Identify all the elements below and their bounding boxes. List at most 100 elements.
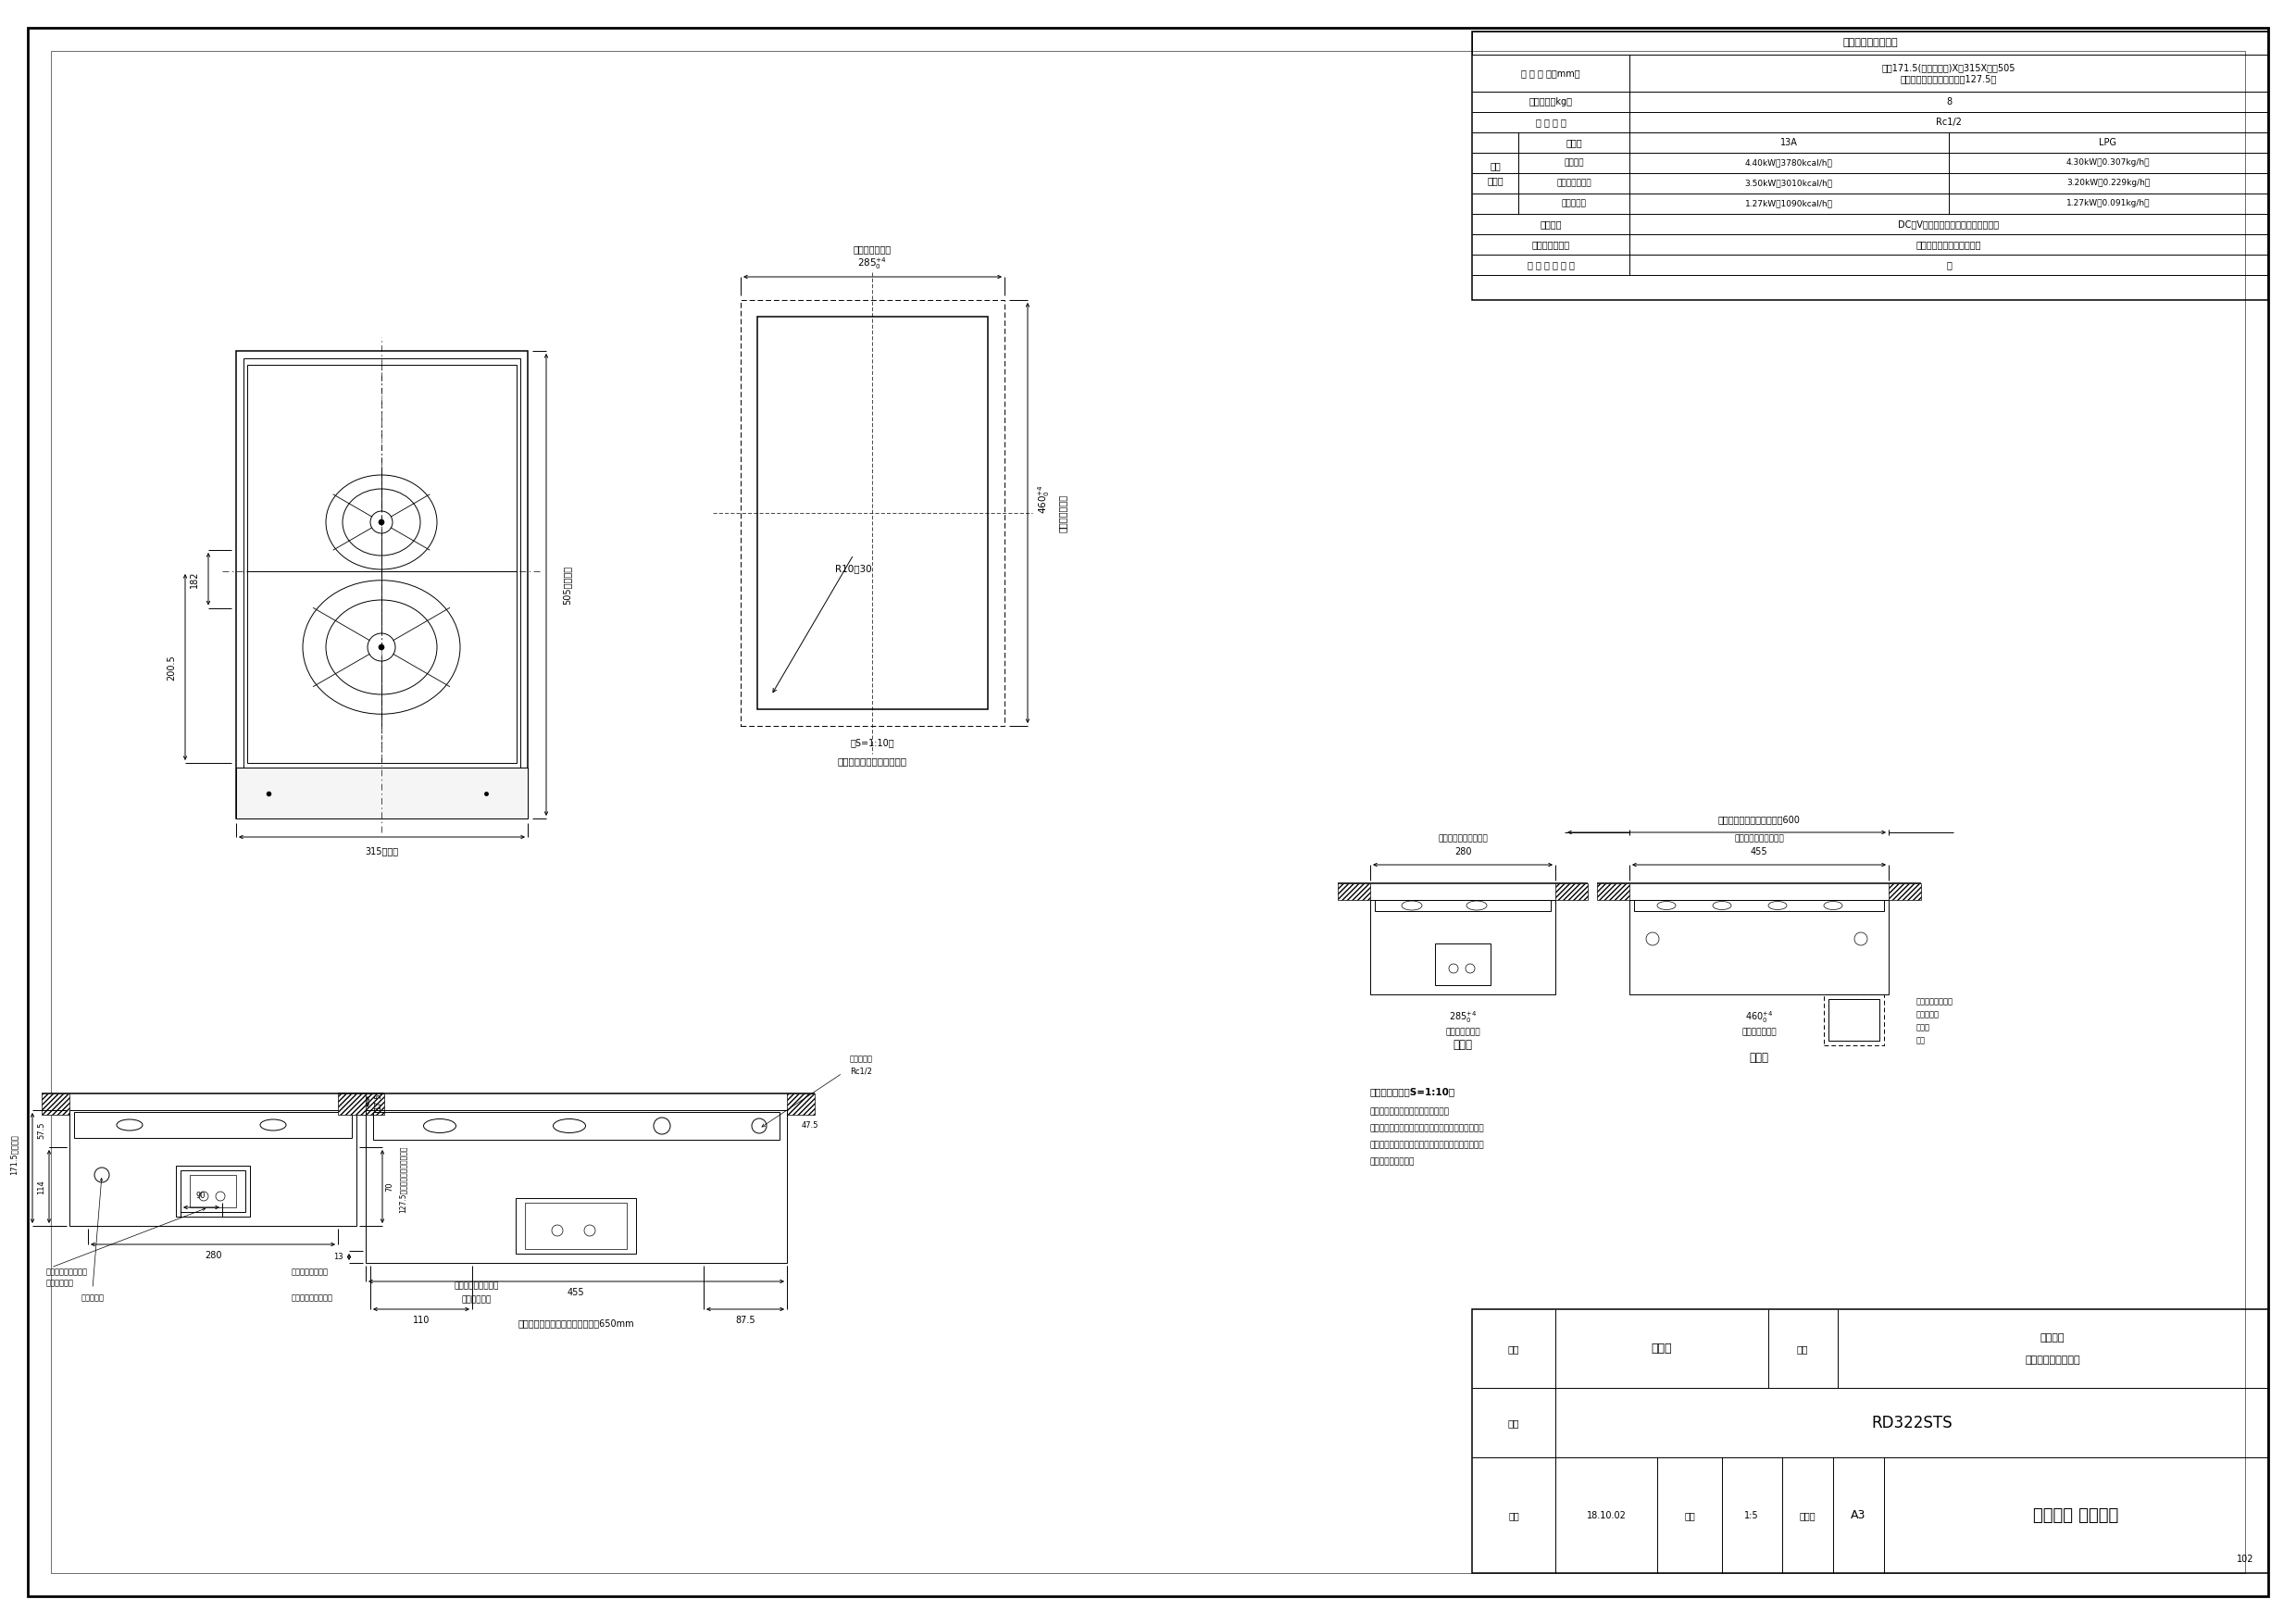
Text: 仕　　　様　　　表: 仕 様 表	[1841, 37, 1899, 47]
Text: 87.5: 87.5	[735, 1315, 755, 1325]
Text: サイズ: サイズ	[1800, 1510, 1816, 1520]
Bar	[1828, 999, 1880, 1041]
Text: 電池ケースハーネス: 電池ケースハーネス	[455, 1281, 498, 1289]
Bar	[1635, 900, 1885, 911]
Text: 8: 8	[1947, 97, 1952, 107]
Bar	[191, 1174, 236, 1207]
Text: 取付けも可。その際、電池ケース補助板も取外: 取付けも可。その際、電池ケース補助板も取外	[1371, 1142, 1486, 1150]
Text: 強火カバーナー: 強火カバーナー	[1557, 179, 1591, 187]
Text: ガス接続口: ガス接続口	[850, 1056, 872, 1064]
Bar	[1371, 900, 1554, 994]
Text: ステンレストッププレート: ステンレストッププレート	[1917, 240, 1981, 248]
Text: ワークトップ奥行寸法最小600: ワークトップ奥行寸法最小600	[1717, 815, 1800, 823]
Text: ガス接続口: ガス接続口	[80, 1294, 103, 1302]
Bar	[248, 365, 517, 763]
Text: （S=1:10）: （S=1:10）	[850, 737, 893, 747]
Text: 名称: 名称	[1508, 1345, 1520, 1354]
Text: LPG: LPG	[2099, 138, 2117, 148]
Text: 13A: 13A	[1779, 138, 1798, 148]
Text: 1.27kW（1090kcal/h）: 1.27kW（1090kcal/h）	[1745, 200, 1832, 208]
Text: （カット寸法）: （カット寸法）	[1058, 494, 1068, 533]
Text: $285^{+4}_{0}$: $285^{+4}_{0}$	[856, 257, 886, 271]
Bar	[236, 351, 528, 818]
Text: （カット寸法）: （カット寸法）	[854, 245, 891, 253]
Text: 引き出し位置: 引き出し位置	[46, 1280, 73, 1288]
Text: 品名: 品名	[1798, 1345, 1809, 1354]
Bar	[526, 1203, 627, 1249]
Bar	[73, 1112, 351, 1138]
Text: 505（奥行）: 505（奥行）	[563, 565, 572, 604]
Text: 尺度: 尺度	[1685, 1510, 1694, 1520]
Bar	[1598, 883, 1630, 900]
Bar	[788, 1093, 815, 1114]
Text: 高さ171.5(乾電池装着)X幅315X奥行505
（電池ケース取外し時高さ127.5）: 高さ171.5(乾電池装着)X幅315X奥行505 （電池ケース取外し時高さ12…	[1883, 63, 2016, 83]
Bar	[1472, 31, 2268, 55]
Text: 280: 280	[1453, 848, 1472, 856]
Text: 280: 280	[204, 1250, 220, 1260]
Text: 18.10.02: 18.10.02	[1587, 1510, 1626, 1520]
Text: DC３V（単１形アルカリ乾電池２個）: DC３V（単１形アルカリ乾電池２個）	[1899, 219, 2000, 229]
Text: 57.5: 57.5	[37, 1122, 46, 1138]
Bar	[758, 317, 987, 710]
Text: ＊　電池ケースは、取り外してキャビネット側への: ＊ 電池ケースは、取り外してキャビネット側への	[1371, 1124, 1486, 1134]
Text: ガス: ガス	[1490, 161, 1502, 171]
Text: リンナイ 株式会社: リンナイ 株式会社	[2032, 1507, 2119, 1523]
Text: 90: 90	[195, 1192, 207, 1200]
Text: ＊　必ず背板を取り付けてください: ＊ 必ず背板を取り付けてください	[1371, 1108, 1449, 1116]
Text: A3: A3	[1851, 1510, 1867, 1522]
Bar	[1472, 1309, 2268, 1574]
Text: 102: 102	[2236, 1554, 2255, 1564]
Text: ドロップインコンロ: ドロップインコンロ	[2025, 1356, 2080, 1364]
Circle shape	[379, 520, 383, 525]
Text: 側面図: 側面図	[1750, 1051, 1768, 1064]
Text: ガ ス 接 続: ガ ス 接 続	[1536, 117, 1566, 127]
Bar	[243, 359, 521, 810]
Text: 200.5: 200.5	[168, 654, 177, 680]
Bar	[1823, 994, 1885, 1046]
Text: 外 形 寸 法（mm）: 外 形 寸 法（mm）	[1522, 68, 1580, 78]
Bar	[517, 1199, 636, 1254]
Text: 182: 182	[191, 572, 200, 588]
Text: $285^{+4}_{0}$: $285^{+4}_{0}$	[1449, 1010, 1476, 1025]
Text: 1:5: 1:5	[1745, 1510, 1759, 1520]
Text: 有: 有	[1947, 260, 1952, 270]
Text: 電池ケース: 電池ケース	[1917, 1010, 1940, 1018]
Bar	[338, 1093, 365, 1114]
Text: RD322STS: RD322STS	[1871, 1415, 1952, 1431]
Bar	[236, 768, 528, 818]
Bar	[372, 1112, 781, 1140]
Text: 47.5: 47.5	[801, 1122, 820, 1130]
Text: 3.20kW（0.229kg/h）: 3.20kW（0.229kg/h）	[2066, 179, 2149, 187]
Text: 背板: 背板	[1917, 1036, 1926, 1044]
Text: 乾電池: 乾電池	[1917, 1023, 1931, 1031]
Bar	[356, 1093, 383, 1114]
Text: 型式: 型式	[1508, 1418, 1520, 1427]
Bar	[1435, 944, 1490, 986]
Text: してください。: してください。	[1371, 1158, 1414, 1166]
Text: （注）電池ケースハーネス長さ約650mm: （注）電池ケースハーネス長さ約650mm	[517, 1319, 634, 1328]
Text: 114: 114	[37, 1179, 46, 1194]
Text: ワークトップ切り込み寸法: ワークトップ切り込み寸法	[838, 757, 907, 765]
Text: 外観図: 外観図	[1651, 1343, 1671, 1354]
Text: 設置施工例図（S=1:10）: 設置施工例図（S=1:10）	[1371, 1086, 1456, 1096]
Circle shape	[379, 645, 383, 650]
Text: 127.5（電池ケース取外し時）: 127.5（電池ケース取外し時）	[400, 1147, 406, 1213]
Text: 電　　源: 電 源	[1541, 219, 1561, 229]
Text: $460^{+4}_{0}$: $460^{+4}_{0}$	[1035, 484, 1052, 513]
Text: 防 火 性 能 評 定: 防 火 性 能 評 定	[1527, 260, 1575, 270]
Bar	[1890, 883, 1922, 900]
Text: 4.40kW（3780kcal/h）: 4.40kW（3780kcal/h）	[1745, 159, 1832, 167]
Text: Rc1/2: Rc1/2	[850, 1067, 872, 1075]
Bar	[1554, 883, 1589, 900]
Text: 二口ガス: 二口ガス	[2041, 1333, 2064, 1343]
Bar	[1630, 900, 1890, 994]
Text: 電池ケース補助板: 電池ケース補助板	[1917, 997, 1954, 1005]
Text: Rc1/2: Rc1/2	[1936, 117, 1961, 127]
Text: 70: 70	[386, 1182, 395, 1192]
Text: （ドロップイン寸法）: （ドロップイン寸法）	[1437, 835, 1488, 843]
Text: 質　　量（kg）: 質 量（kg）	[1529, 97, 1573, 107]
Text: 13: 13	[333, 1254, 342, 1262]
Text: （ドロップイン寸法）: （ドロップイン寸法）	[1733, 835, 1784, 843]
Text: 引き出し位置: 引き出し位置	[461, 1296, 491, 1304]
Text: 171.5（高さ）: 171.5（高さ）	[9, 1134, 18, 1174]
